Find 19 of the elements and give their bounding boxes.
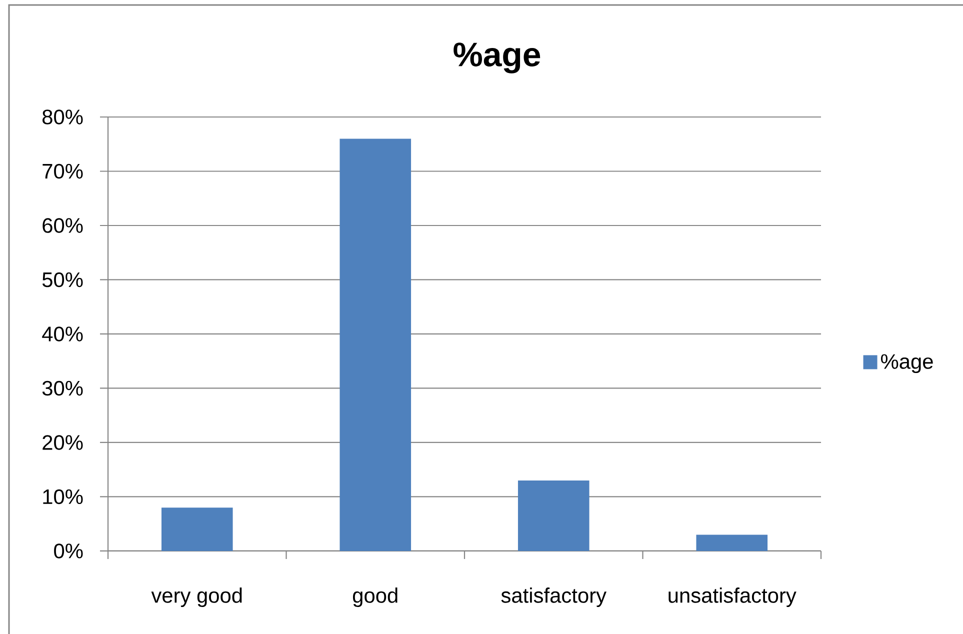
legend-label: %age <box>881 354 933 374</box>
x-tick-label: very good <box>151 588 242 608</box>
y-tick-label: 40% <box>42 326 83 342</box>
y-tick-label: 0% <box>54 544 83 558</box>
y-tick-label: 60% <box>42 218 83 233</box>
chart-title: %age <box>454 42 540 74</box>
y-tick-label: 50% <box>42 272 83 288</box>
bar <box>518 480 590 551</box>
y-tick-label: 10% <box>43 489 83 504</box>
x-tick-label: unsatisfactory <box>668 588 796 608</box>
bar <box>161 508 233 551</box>
y-tick-label: 30% <box>42 380 83 396</box>
bar <box>696 534 768 551</box>
y-tick-label: 70% <box>42 164 83 179</box>
y-tick-label: 80% <box>42 110 83 124</box>
x-tick-label: satisfactory <box>501 588 606 608</box>
bar <box>340 138 412 551</box>
x-tick-label: good <box>352 588 398 608</box>
y-tick-label: 20% <box>42 435 83 450</box>
